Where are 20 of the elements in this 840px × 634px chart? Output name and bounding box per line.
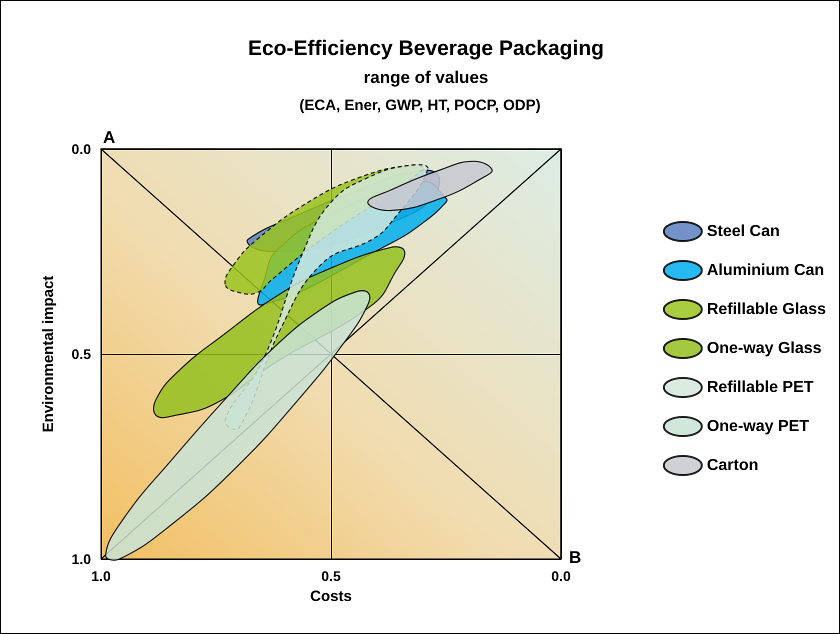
y-tick-label: 0.0 bbox=[72, 141, 92, 157]
legend-label: One-way PET bbox=[706, 418, 810, 435]
x-tick-label: 0.0 bbox=[551, 568, 571, 584]
y-tick-label: 0.5 bbox=[72, 346, 92, 362]
chart-title: Eco-Efficiency Beverage Packaging bbox=[248, 37, 604, 60]
legend-label: Carton bbox=[706, 457, 758, 474]
text: (ECA, Ener, GWP, HT, POCP, ODP) bbox=[299, 97, 541, 114]
legend-label: One-way Glass bbox=[706, 340, 822, 357]
legend-label: Refillable Glass bbox=[706, 301, 826, 318]
legend-label: Refillable PET bbox=[706, 379, 814, 396]
x-tick-label: 1.0 bbox=[91, 568, 111, 584]
y-tick-label: 1.0 bbox=[72, 551, 92, 567]
x-tick-label: 0.5 bbox=[321, 568, 341, 584]
x-axis-title: Costs bbox=[310, 588, 352, 605]
chart-subtitle: range of values bbox=[364, 68, 488, 87]
annotation: A bbox=[103, 128, 116, 147]
legend-label: Steel Can bbox=[706, 223, 780, 240]
legend-label: Aluminium Can bbox=[706, 262, 824, 279]
annotation: B bbox=[569, 548, 582, 567]
y-axis-title: Environmental impact bbox=[40, 276, 57, 432]
